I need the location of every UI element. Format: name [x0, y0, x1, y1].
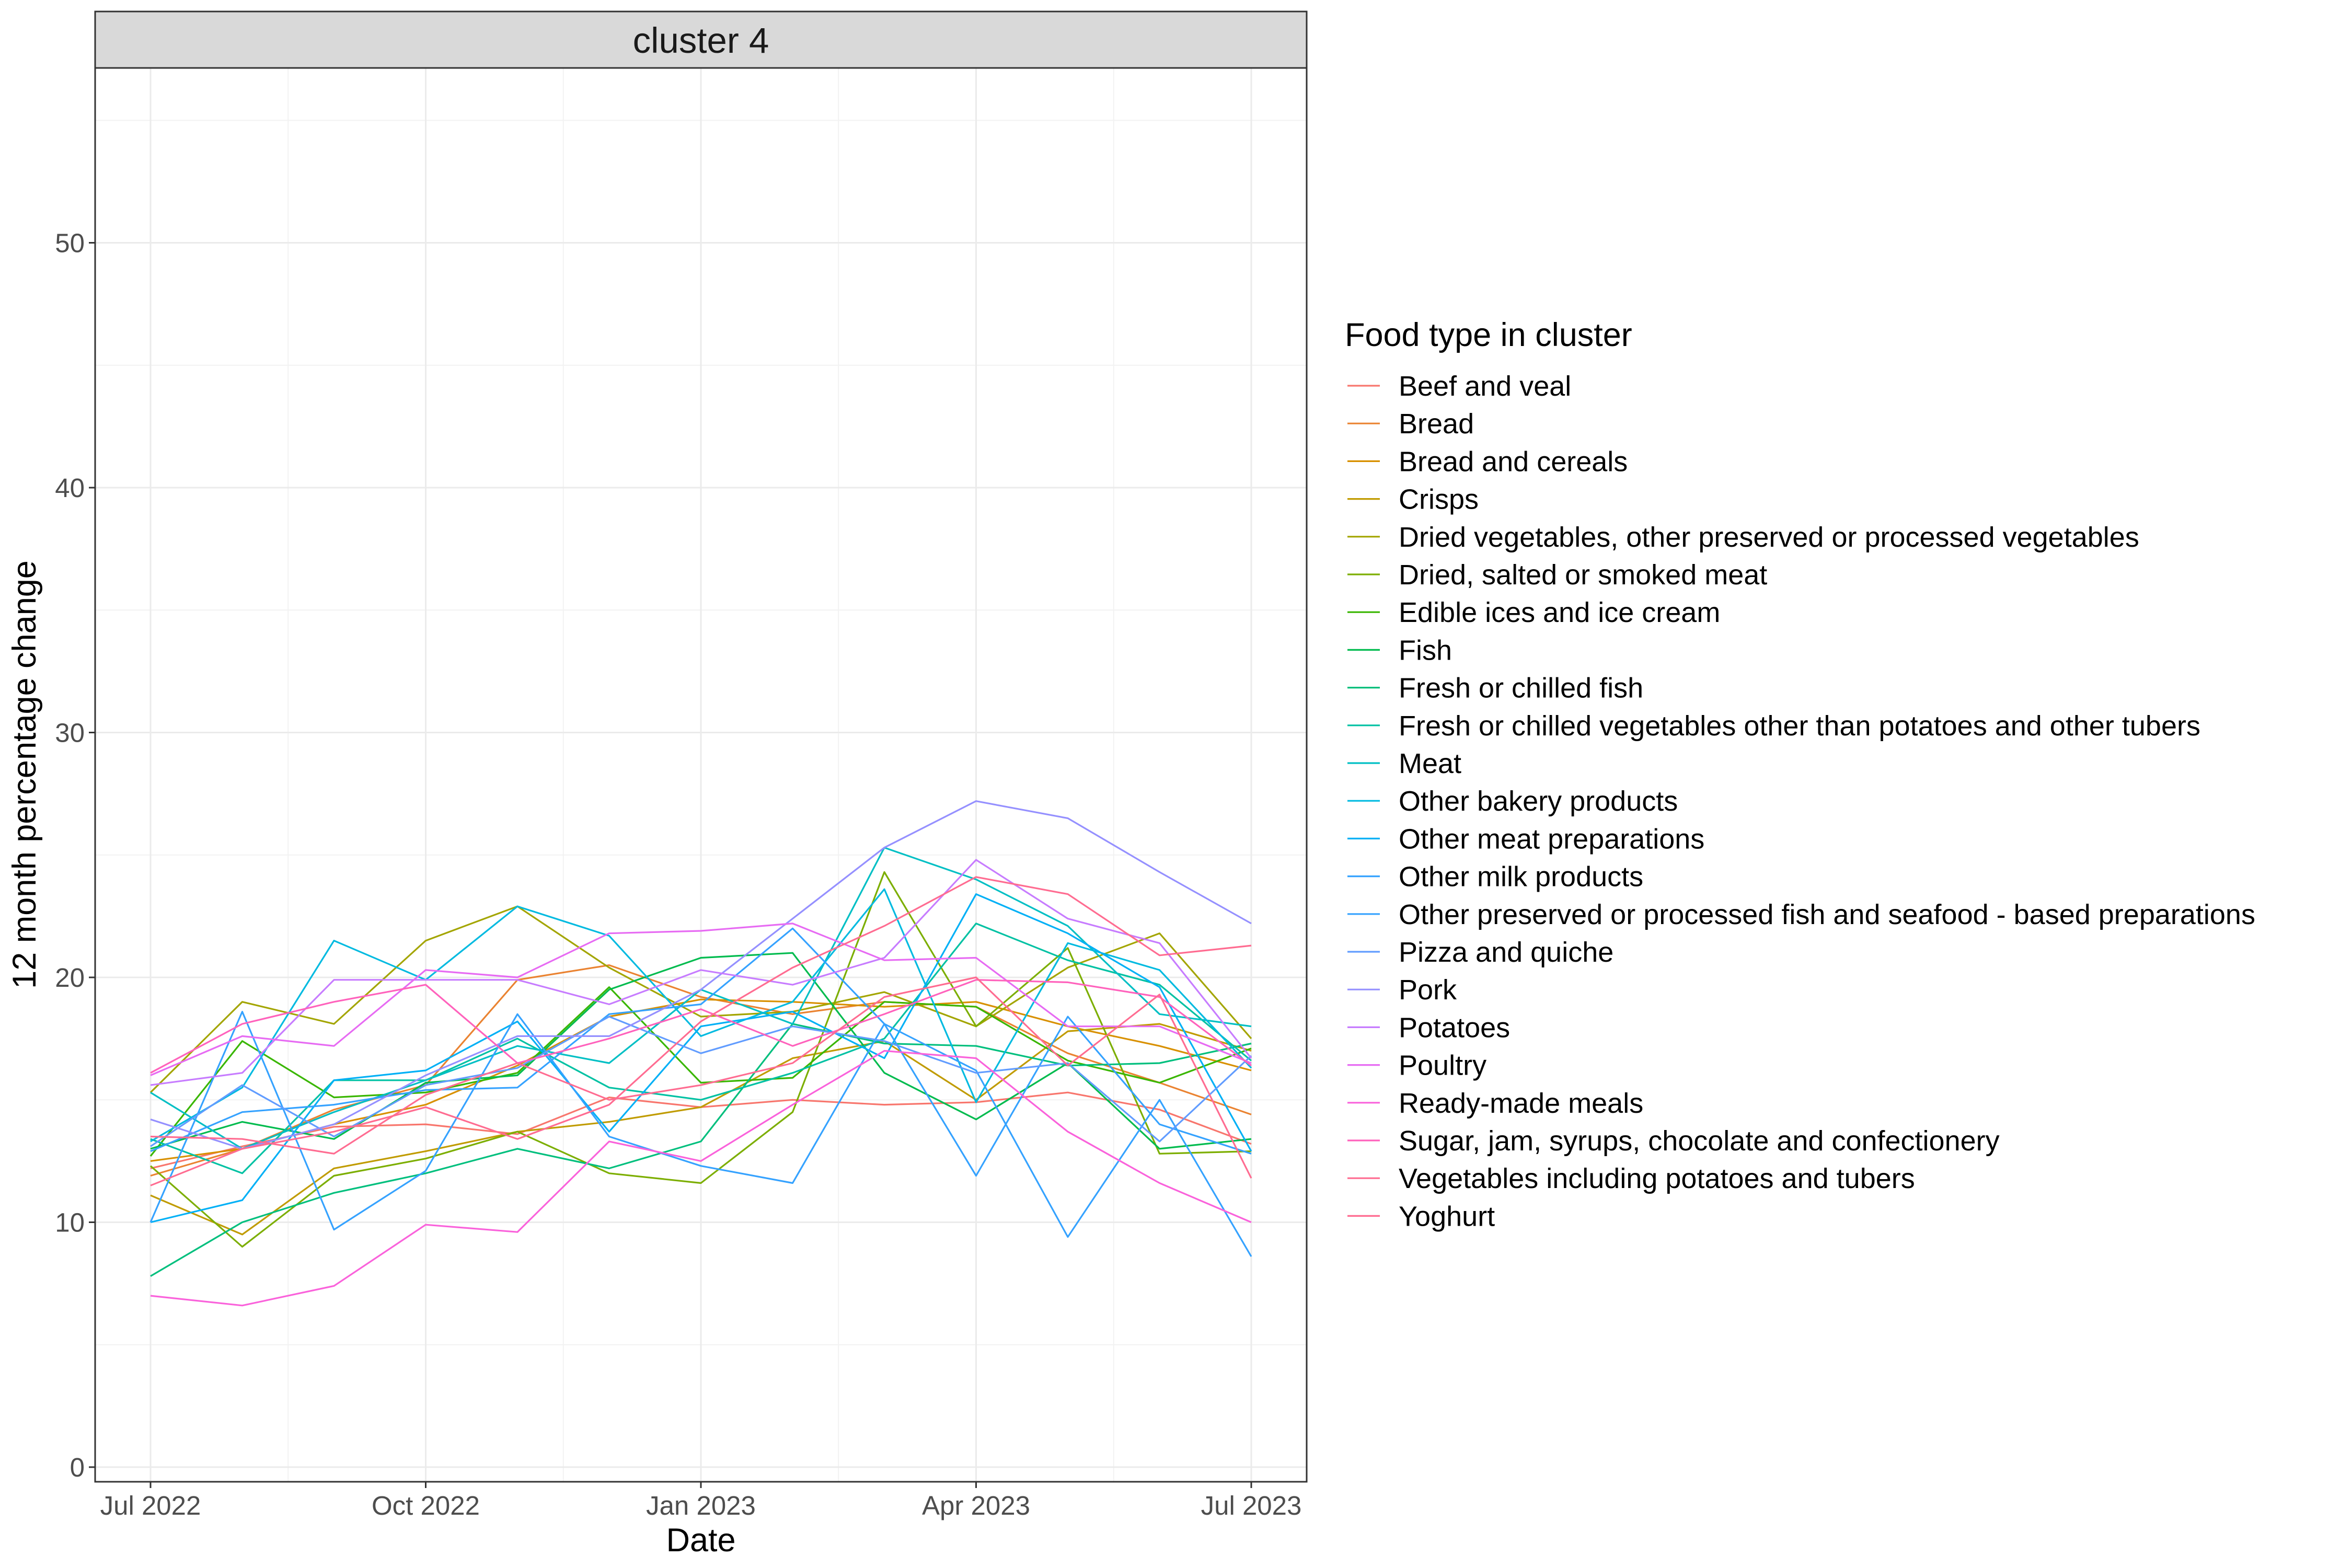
series-line — [150, 1023, 1252, 1236]
series-line — [150, 859, 1252, 1086]
x-tick-label: Jul 2022 — [100, 1491, 201, 1520]
legend-label: Yoghurt — [1399, 1201, 1495, 1232]
legend-item: Beef and veal — [1347, 371, 1571, 402]
y-tick-label: 0 — [70, 1452, 85, 1482]
legend-label: Dried, salted or smoked meat — [1399, 559, 1767, 591]
series-line — [150, 976, 1252, 1179]
legend-title: Food type in cluster — [1345, 317, 1632, 353]
legend-label: Other milk products — [1399, 861, 1643, 893]
legend-item: Other milk products — [1347, 861, 1643, 893]
legend-item: Ready-made meals — [1347, 1088, 1643, 1119]
legend-item: Dried, salted or smoked meat — [1347, 559, 1767, 591]
y-tick-label: 30 — [55, 718, 85, 748]
legend-label: Dried vegetables, other preserved or pro… — [1399, 522, 2139, 553]
y-axis: 0 10 20 30 40 50 — [55, 228, 95, 1482]
legend-label: Meat — [1399, 748, 1461, 779]
legend-label: Ready-made meals — [1399, 1088, 1643, 1119]
series-line — [150, 979, 1252, 1074]
legend-item: Meat — [1347, 748, 1461, 779]
legend-label: Fish — [1399, 635, 1452, 666]
legend-item: Fresh or chilled fish — [1347, 673, 1643, 704]
legend-item: Bread and cereals — [1347, 446, 1628, 477]
series-line — [150, 964, 1252, 1177]
y-tick-label: 10 — [55, 1208, 85, 1238]
legend-item: Dried vegetables, other preserved or pro… — [1347, 522, 2139, 553]
legend-item: Other bakery products — [1347, 786, 1678, 817]
series-lines — [149, 800, 1252, 1307]
x-tick-label: Oct 2022 — [372, 1491, 480, 1520]
legend-item: Edible ices and ice cream — [1347, 597, 1720, 628]
legend-item: Potatoes — [1347, 1012, 1510, 1043]
legend-item: Other preserved or processed fish and se… — [1347, 899, 2255, 930]
x-tick-label: Apr 2023 — [922, 1491, 1030, 1520]
legend-label: Beef and veal — [1399, 371, 1571, 402]
legend-item: Fresh or chilled vegetables other than p… — [1347, 710, 2200, 742]
legend-label: Fresh or chilled vegetables other than p… — [1399, 710, 2200, 742]
legend-label: Bread and cereals — [1399, 446, 1628, 477]
legend-item: Sugar, jam, syrups, chocolate and confec… — [1347, 1125, 2000, 1157]
y-tick-label: 20 — [55, 963, 85, 993]
legend-label: Bread — [1399, 408, 1474, 440]
facet-strip-label: cluster 4 — [633, 20, 769, 61]
legend-label: Vegetables including potatoes and tubers — [1399, 1163, 1915, 1194]
legend-item: Yoghurt — [1347, 1201, 1495, 1232]
legend-items: Beef and veal Bread Bread and cereals Crisp… — [1347, 371, 2255, 1232]
legend-item: Fish — [1347, 635, 1452, 666]
facet-strip — [94, 10, 1308, 69]
legend: Food type in cluster Beef and vealBreadB… — [1345, 317, 2255, 1232]
major-gridlines — [95, 68, 1307, 1482]
legend-label: Poultry — [1399, 1050, 1486, 1081]
series-line — [150, 800, 1252, 1150]
series-line — [150, 1016, 1252, 1147]
x-axis-title: Date — [666, 1522, 735, 1559]
series-line — [150, 1050, 1252, 1307]
legend-label: Sugar, jam, syrups, chocolate and confec… — [1399, 1125, 2000, 1157]
legend-item: Other meat preparations — [1347, 823, 1704, 855]
legend-label: Edible ices and ice cream — [1399, 597, 1720, 628]
legend-item: Poultry — [1347, 1050, 1486, 1081]
legend-label: Other meat preparations — [1399, 823, 1704, 855]
series-line — [149, 1010, 1252, 1257]
x-axis: Jul 2022 Oct 2022 Jan 2023 Apr 2023 Jul 2023 — [100, 1482, 1302, 1520]
legend-item: Vegetables including potatoes and tubers — [1347, 1163, 1915, 1194]
series-line — [149, 986, 1252, 1157]
legend-label: Other bakery products — [1399, 786, 1678, 817]
series-line — [150, 888, 1252, 1143]
legend-item: Crisps — [1347, 484, 1479, 515]
y-tick-label: 50 — [55, 228, 85, 258]
series-line — [150, 893, 1252, 1224]
series-line — [150, 927, 1252, 1177]
legend-label: Crisps — [1399, 484, 1479, 515]
legend-label: Other preserved or processed fish and se… — [1399, 899, 2255, 930]
legend-item: Pork — [1347, 974, 1457, 1006]
legend-item: Bread — [1347, 408, 1474, 440]
legend-label: Fresh or chilled fish — [1399, 673, 1643, 704]
series-line — [150, 923, 1252, 1076]
x-tick-label: Jan 2023 — [646, 1491, 756, 1520]
x-tick-label: Jul 2023 — [1201, 1491, 1302, 1520]
y-axis-title: 12 month percentage change — [6, 560, 43, 989]
series-line — [150, 876, 1252, 1186]
legend-label: Potatoes — [1399, 1012, 1510, 1043]
legend-label: Pork — [1399, 974, 1457, 1006]
series-line — [149, 905, 1252, 1093]
legend-item: Pizza and quiche — [1347, 937, 1613, 968]
series-line — [149, 871, 1252, 1248]
y-tick-label: 40 — [55, 473, 85, 503]
legend-label: Pizza and quiche — [1399, 937, 1613, 968]
